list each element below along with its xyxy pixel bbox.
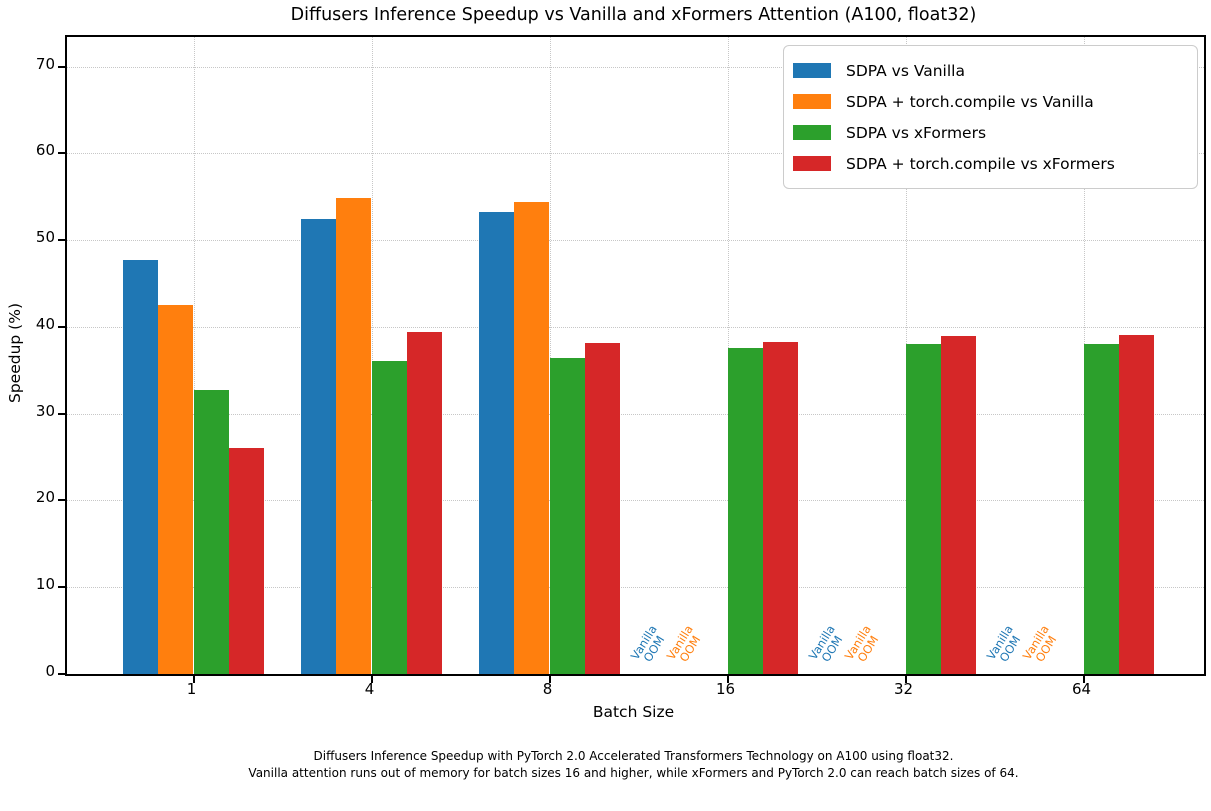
gridline-vertical [193,37,195,674]
oom-annotation: Vanilla OOM [841,622,882,665]
x-tick-mark [1082,676,1085,683]
legend-swatch [793,63,831,78]
y-tick-label: 0 [45,662,55,680]
x-tick-mark [370,676,373,683]
gridline-horizontal [67,587,1204,589]
y-tick-label: 20 [35,488,55,507]
legend-item: SDPA vs Vanilla [793,55,1185,86]
bar [727,347,763,674]
legend-label: SDPA vs Vanilla [846,61,965,80]
bar [940,336,977,674]
y-tick-label: 10 [35,575,55,594]
gridline-vertical [371,37,373,674]
x-tick-mark [548,676,551,683]
oom-annotation: Vanilla OOM [1019,622,1060,665]
caption-line-2: Vanilla attention runs out of memory for… [248,765,1019,780]
gridline-horizontal [67,500,1204,502]
legend-item: SDPA vs xFormers [793,117,1185,148]
y-tick-mark [58,673,65,675]
bar [371,360,407,674]
legend-swatch [793,125,831,140]
x-axis-label: Batch Size [592,703,675,721]
bar [549,358,585,674]
x-tick-mark [726,676,729,683]
bar [905,344,941,674]
plot-area: SDPA vs Vanilla SDPA + torch.compile vs V… [58,35,1206,683]
x-tick-label: 16 [715,680,736,698]
x-tick-label: 8 [542,680,553,698]
bar [406,332,443,674]
y-tick-label: 70 [35,54,55,73]
legend-item: SDPA + torch.compile vs xFormers [793,148,1185,179]
x-tick-label: 1 [186,680,197,698]
bar [300,219,337,674]
legend-swatch [793,94,831,109]
legend-label: SDPA + torch.compile vs Vanilla [846,92,1094,111]
legend-label: SDPA + torch.compile vs xFormers [846,154,1115,173]
figure-caption: Diffusers Inference Speedup with PyTorch… [65,748,1202,781]
x-tick-mark [904,676,907,683]
gridline-horizontal [67,66,1204,68]
bar [158,305,194,674]
y-tick-mark [58,586,65,589]
bar [228,448,265,674]
y-tick-label: 40 [35,314,55,333]
bar [514,201,550,674]
oom-annotation: Vanilla OOM [628,622,668,665]
y-tick-mark [58,239,65,242]
bar [1083,344,1119,674]
gridline-vertical [549,37,551,674]
y-tick-mark [58,152,65,155]
x-tick-label: 64 [1071,680,1092,698]
y-tick-mark [58,325,65,328]
gridline-horizontal [67,240,1204,242]
legend: SDPA vs Vanilla SDPA + torch.compile vs V… [783,45,1198,189]
gridline-horizontal [67,413,1204,415]
y-tick-mark [58,65,65,68]
caption-line-1: Diffusers Inference Speedup with PyTorch… [313,749,954,763]
legend-swatch [793,156,831,171]
oom-annotation: Vanilla OOM [984,622,1024,665]
bar [122,260,159,674]
bar [584,343,621,674]
y-tick-label: 30 [35,401,55,420]
oom-annotation: Vanilla OOM [806,622,846,665]
x-tick-label: 32 [893,680,914,698]
bar [1118,334,1155,674]
y-tick-label: 50 [35,228,55,247]
chart-title: Diffusers Inference Speedup vs Vanilla a… [290,5,977,25]
bar [336,198,372,674]
y-tick-label: 60 [35,141,55,160]
bar [193,390,229,674]
bar [762,341,799,674]
gridline-horizontal [67,153,1204,155]
legend-item: SDPA + torch.compile vs Vanilla [793,86,1185,117]
y-tick-mark [58,499,65,502]
oom-annotation: Vanilla OOM [663,622,704,665]
x-tick-mark [192,676,195,683]
y-axis-label: Speedup (%) [6,303,24,404]
x-tick-label: 4 [364,680,375,698]
gridline-horizontal [67,326,1204,328]
y-tick-mark [58,412,65,415]
legend-label: SDPA vs xFormers [846,123,987,142]
bar [478,212,515,674]
